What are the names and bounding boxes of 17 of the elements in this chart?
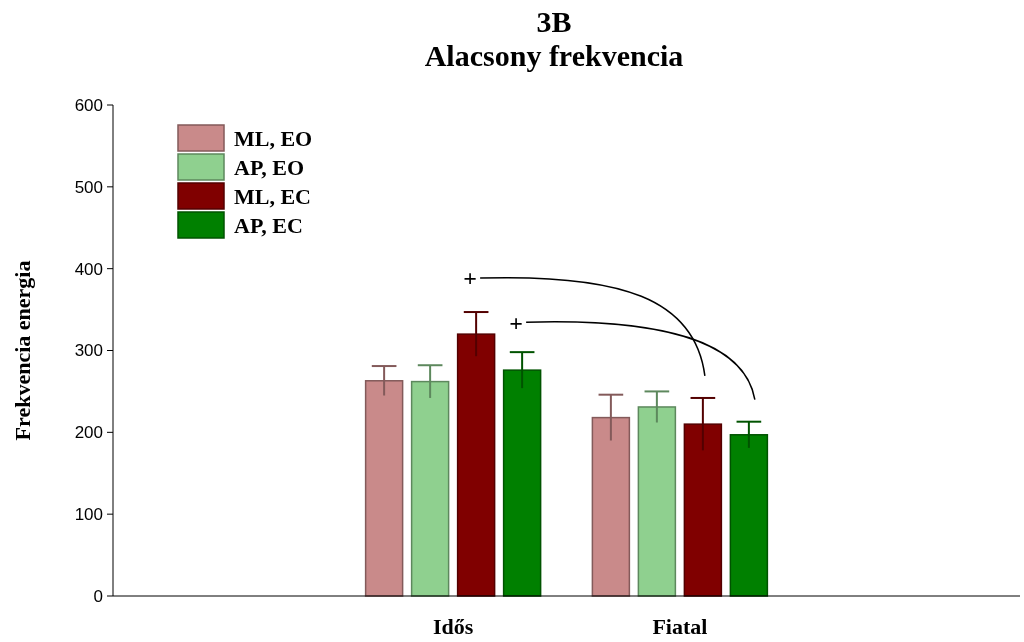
legend-label: AP, EC xyxy=(234,212,303,238)
annotation: + xyxy=(509,309,523,336)
y-tick-label: 300 xyxy=(74,341,103,361)
annotation: + xyxy=(463,265,477,292)
y-axis-title: Frekvencia energia xyxy=(10,260,35,441)
legend-label: AP, EO xyxy=(234,154,305,180)
legend-label: ML, EC xyxy=(234,183,311,209)
y-tick-label: 500 xyxy=(74,177,103,197)
chart-title: 3B Alacsony frekvencia xyxy=(424,5,684,72)
legend-label: ML, EO xyxy=(234,125,313,151)
x-tick-label: Fiatal xyxy=(652,614,708,639)
x-tick-label: Idős xyxy=(432,614,474,639)
y-tick-label: 0 xyxy=(93,586,103,606)
y-tick-label: 200 xyxy=(74,423,103,443)
y-tick-label: 100 xyxy=(74,505,103,525)
y-tick-label: 400 xyxy=(74,259,103,279)
y-tick-label: 600 xyxy=(74,95,103,115)
